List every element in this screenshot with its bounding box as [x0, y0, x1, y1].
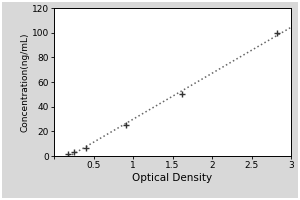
Y-axis label: Concentration(ng/mL): Concentration(ng/mL)	[20, 32, 29, 132]
X-axis label: Optical Density: Optical Density	[132, 173, 213, 183]
